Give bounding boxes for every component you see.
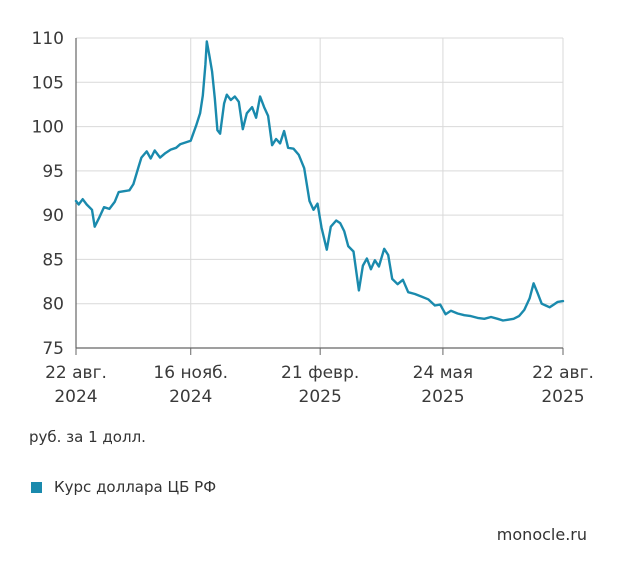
x-tick-label-line1: 22 авг. [45, 363, 107, 383]
y-tick-label: 85 [42, 250, 64, 270]
unit-label: руб. за 1 долл. [29, 428, 146, 446]
grid [76, 37, 564, 349]
y-tick-label: 110 [32, 29, 64, 49]
series-line-usd-rub [74, 40, 565, 322]
x-tick-label-line2: 2025 [299, 387, 342, 407]
y-tick-label: 100 [32, 118, 64, 138]
x-tick-label-line2: 2025 [541, 387, 584, 407]
legend-label: Курс доллара ЦБ РФ [54, 478, 217, 496]
x-tick-label-line1: 22 авг. [532, 363, 594, 383]
x-tick-label-line1: 16 нояб. [153, 363, 228, 383]
y-tick-label: 75 [42, 339, 64, 359]
legend: Курс доллара ЦБ РФ [31, 478, 216, 496]
x-tick-label-line2: 2025 [421, 387, 464, 407]
x-tick-label-line1: 21 февр. [281, 363, 359, 383]
legend-swatch [31, 481, 42, 493]
y-tick-label: 95 [42, 162, 64, 182]
x-tick-label-line2: 2024 [54, 387, 97, 407]
x-tick-labels: 22 авг. 2024 16 нояб. 2024 21 февр. 2025 24 ма… [45, 363, 594, 407]
y-tick-labels: 110 105 100 95 90 85 80 75 [32, 29, 64, 359]
y-tick-label: 80 [42, 295, 64, 315]
y-tick-label: 105 [32, 73, 64, 93]
y-tick-label: 90 [42, 206, 64, 226]
watermark: monocle.ru [496, 525, 587, 544]
x-tick-label-line1: 24 мая [413, 363, 474, 383]
x-tick-label-line2: 2024 [169, 387, 212, 407]
series-layer [74, 40, 565, 322]
axes [75, 38, 564, 355]
